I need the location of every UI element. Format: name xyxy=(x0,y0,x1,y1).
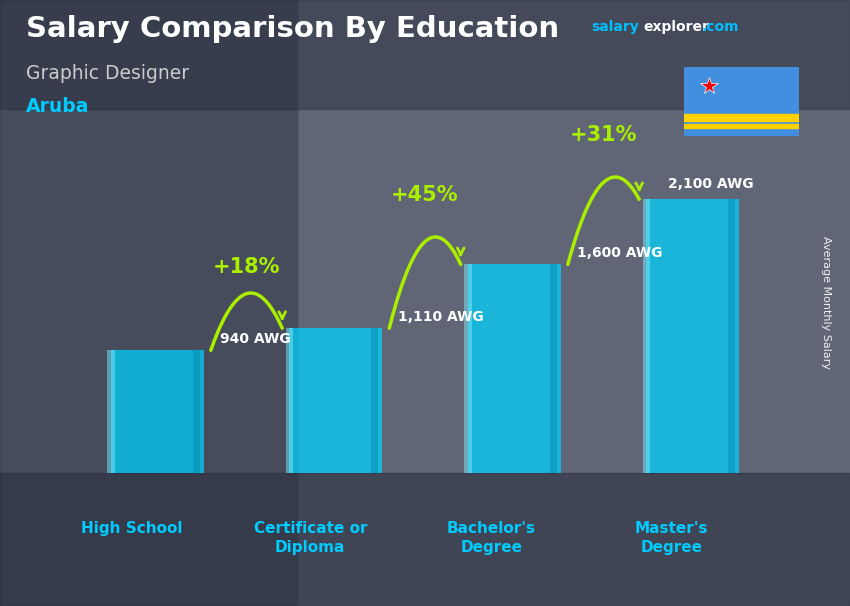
Bar xyxy=(728,199,735,473)
Bar xyxy=(646,199,740,473)
Text: 1,600 AWG: 1,600 AWG xyxy=(576,247,662,261)
Text: +31%: +31% xyxy=(570,125,638,145)
Bar xyxy=(0,0,298,606)
Bar xyxy=(549,264,557,473)
Bar xyxy=(643,199,650,473)
Text: Average Monthly Salary: Average Monthly Salary xyxy=(821,236,831,370)
Bar xyxy=(192,350,200,473)
Bar xyxy=(110,350,204,473)
Bar xyxy=(684,124,799,128)
Text: 1,110 AWG: 1,110 AWG xyxy=(398,310,484,324)
Bar xyxy=(684,114,799,121)
Text: Bachelor's
Degree: Bachelor's Degree xyxy=(447,521,536,554)
Text: 2,100 AWG: 2,100 AWG xyxy=(668,178,753,191)
Text: .com: .com xyxy=(702,20,740,34)
Bar xyxy=(107,350,115,473)
Bar xyxy=(0,0,850,109)
Text: salary: salary xyxy=(591,20,638,34)
Text: 940 AWG: 940 AWG xyxy=(219,333,291,347)
Text: Aruba: Aruba xyxy=(26,97,89,116)
Text: +18%: +18% xyxy=(212,258,280,278)
Text: Certificate or
Diploma: Certificate or Diploma xyxy=(253,521,367,554)
Bar xyxy=(371,328,378,473)
Text: High School: High School xyxy=(81,521,183,536)
Text: Salary Comparison By Education: Salary Comparison By Education xyxy=(26,15,558,43)
Bar xyxy=(286,328,293,473)
Bar xyxy=(0,473,850,606)
Text: Graphic Designer: Graphic Designer xyxy=(26,64,189,82)
Bar xyxy=(298,0,850,606)
Bar xyxy=(468,264,561,473)
Text: explorer: explorer xyxy=(643,20,709,34)
Bar xyxy=(289,328,382,473)
Bar xyxy=(464,264,472,473)
Text: Master's
Degree: Master's Degree xyxy=(635,521,708,554)
Text: +45%: +45% xyxy=(391,184,459,204)
